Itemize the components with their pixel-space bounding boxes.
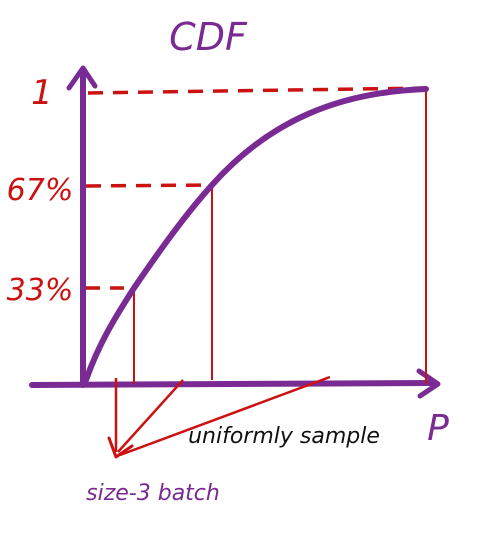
- x-axis-label: P: [427, 408, 449, 449]
- level-label-33: 33%: [7, 273, 74, 308]
- y-axis-arrow-icon: [66, 65, 98, 91]
- level-label-1: 1: [31, 73, 53, 113]
- sample-arrow-2: [117, 379, 184, 453]
- batch-label: size-3 batch: [86, 481, 220, 506]
- cdf-curve: [83, 86, 429, 383]
- sample-arrow-3: [119, 375, 331, 457]
- title: CDF: [169, 15, 248, 59]
- batch-arrowhead-icon: [107, 436, 134, 459]
- uniform-sample-note: uniformly sample: [188, 424, 380, 449]
- guide-level-67: [85, 183, 213, 188]
- guide-level-1: [87, 86, 427, 95]
- level-label-67: 67%: [7, 173, 74, 208]
- x-axis: [29, 380, 436, 388]
